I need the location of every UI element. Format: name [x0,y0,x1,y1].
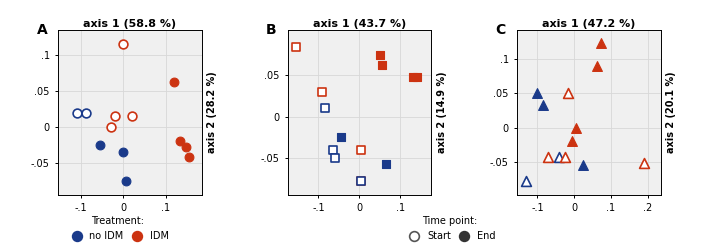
Title: axis 1 (47.2 %): axis 1 (47.2 %) [542,19,635,29]
Point [109,114,121,118]
Point [327,148,338,152]
Point [94,143,106,147]
Y-axis label: axis 2 (14.9 %): axis 2 (14.9 %) [436,72,446,153]
Point [595,41,607,45]
Point [168,80,180,84]
Point [317,90,328,94]
Title: axis 1 (58.8 %): axis 1 (58.8 %) [83,19,176,29]
Point [180,145,192,149]
Point [578,164,590,168]
Point [562,91,574,95]
Legend: Start, End: Start, End [401,212,499,245]
Point [570,126,582,130]
Point [356,148,367,152]
Point [537,103,549,107]
Point [120,179,131,183]
Point [411,75,423,79]
Point [105,125,117,129]
Point [374,53,386,57]
Point [531,91,543,95]
Point [335,135,347,139]
Point [566,140,578,143]
Point [175,139,187,143]
Point [80,110,91,114]
Y-axis label: axis 2 (28.2 %): axis 2 (28.2 %) [207,72,217,153]
Point [380,162,392,166]
Point [319,106,330,110]
Point [118,42,129,46]
Point [559,154,571,158]
Title: axis 1 (43.7 %): axis 1 (43.7 %) [313,19,406,29]
Point [356,179,367,183]
Point [521,179,532,183]
Point [542,154,554,158]
Y-axis label: axis 2 (20.1 %): axis 2 (20.1 %) [666,72,676,153]
Point [290,44,301,48]
Point [126,114,138,118]
Point [183,155,195,159]
Point [329,156,340,160]
Point [118,150,129,154]
Point [71,110,83,114]
Point [407,75,418,79]
Point [638,162,650,166]
Point [356,179,367,183]
Point [592,64,603,68]
Text: C: C [496,24,506,38]
Point [376,63,388,67]
Text: B: B [266,24,277,38]
Legend: no IDM, IDM: no IDM, IDM [63,212,173,245]
Text: A: A [36,24,47,38]
Point [554,154,566,158]
